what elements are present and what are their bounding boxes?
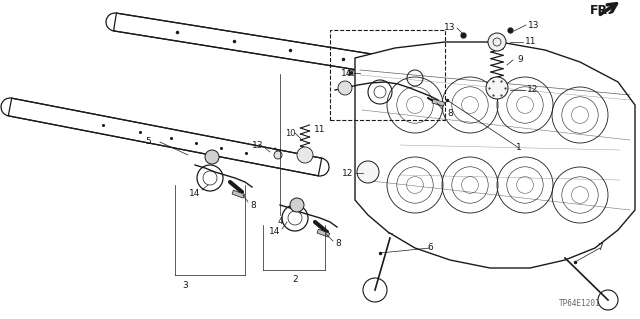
Text: 8: 8: [447, 108, 453, 117]
Circle shape: [205, 150, 219, 164]
Circle shape: [290, 198, 304, 212]
Text: 13: 13: [444, 24, 455, 33]
Text: FR.: FR.: [590, 4, 613, 17]
Circle shape: [486, 77, 508, 99]
Text: 8: 8: [335, 240, 341, 249]
Text: 12: 12: [342, 168, 353, 177]
Polygon shape: [8, 98, 322, 176]
Bar: [330, 30, 445, 120]
Circle shape: [274, 151, 282, 159]
Bar: [432, 99, 445, 106]
Text: 2: 2: [292, 276, 298, 285]
Circle shape: [297, 147, 313, 163]
Text: 11: 11: [314, 125, 326, 135]
Text: 14: 14: [269, 227, 280, 236]
Text: 3: 3: [182, 280, 188, 290]
Text: TP64E1201: TP64E1201: [559, 300, 601, 308]
Polygon shape: [355, 42, 635, 268]
Polygon shape: [113, 13, 428, 81]
Text: 13: 13: [252, 140, 263, 150]
Text: 7: 7: [597, 243, 603, 253]
Circle shape: [357, 161, 379, 183]
Text: 14: 14: [340, 69, 352, 78]
Text: 12: 12: [527, 85, 538, 94]
Text: 4: 4: [277, 218, 283, 226]
Bar: [317, 229, 330, 237]
Circle shape: [338, 81, 352, 95]
Text: 10: 10: [285, 129, 295, 137]
Text: 13: 13: [528, 20, 540, 29]
Text: 8: 8: [250, 201, 256, 210]
Text: 1: 1: [516, 144, 522, 152]
Text: 14: 14: [189, 189, 200, 197]
Text: 6: 6: [427, 243, 433, 253]
Circle shape: [488, 33, 506, 51]
Text: 11: 11: [525, 38, 536, 47]
Text: ▣: ▣: [346, 69, 354, 78]
Text: 5: 5: [145, 137, 151, 146]
Text: 9: 9: [517, 56, 523, 64]
Bar: [232, 190, 244, 198]
